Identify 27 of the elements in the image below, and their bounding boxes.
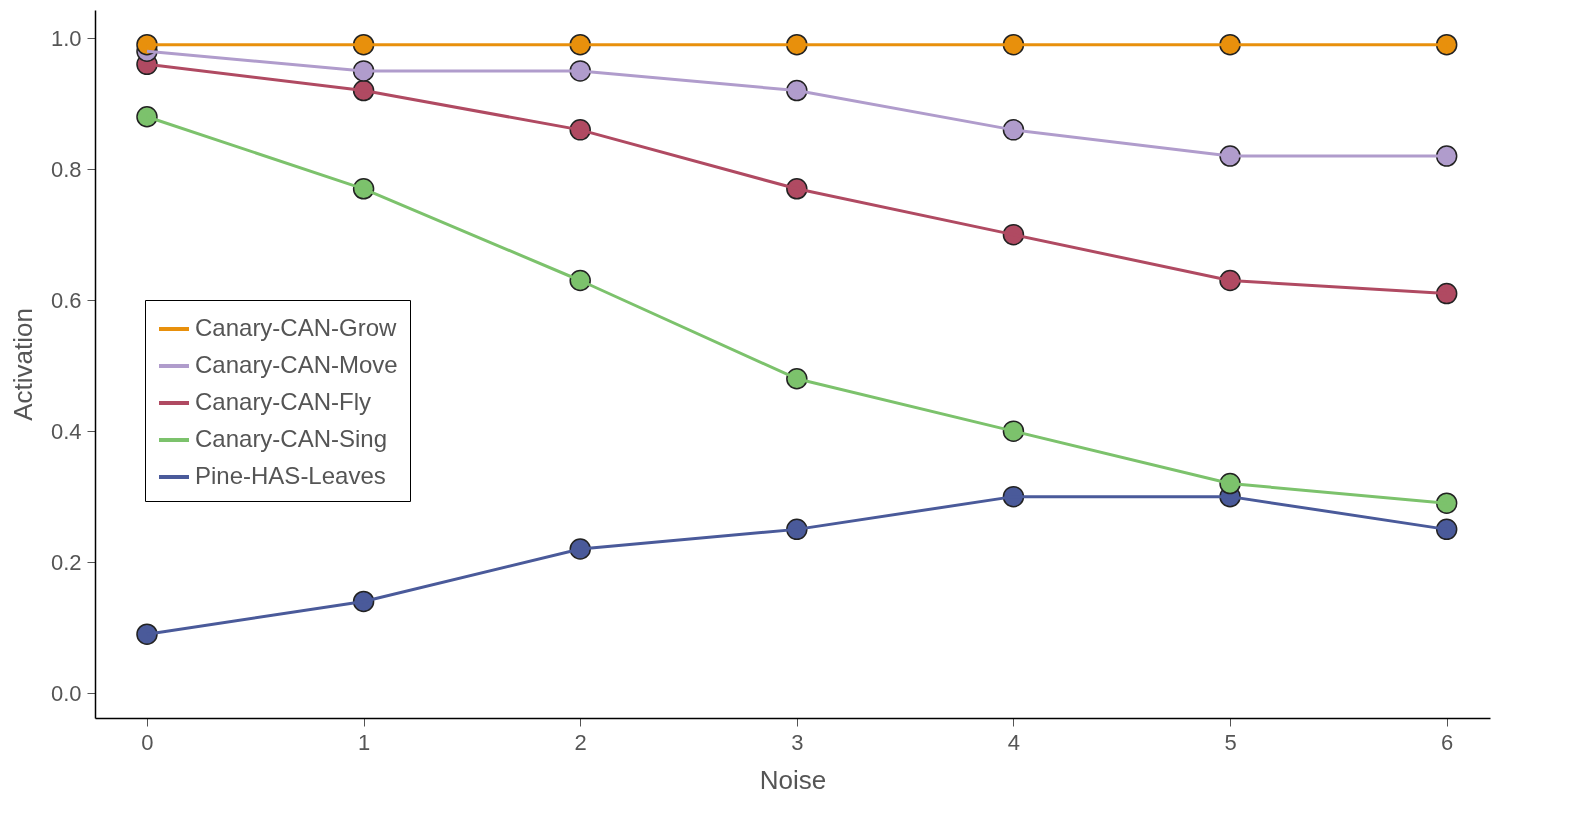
x-tick-label: 6 xyxy=(1441,729,1454,755)
point xyxy=(1435,492,1458,514)
y-axis-title: Activation xyxy=(7,308,38,421)
point xyxy=(136,106,158,128)
x-tick-label: 4 xyxy=(1007,729,1021,755)
x-axis-title: Noise xyxy=(759,764,827,795)
x-tick-label: 5 xyxy=(1224,729,1237,755)
legend-label: Canary-CAN-Fly xyxy=(195,388,372,415)
legend-label: Canary-CAN-Grow xyxy=(195,314,398,341)
point xyxy=(1435,33,1458,56)
y-tick-label: 0.0 xyxy=(50,680,82,706)
legend-label: Canary-CAN-Sing xyxy=(195,425,388,452)
legend-label: Pine-HAS-Leaves xyxy=(195,462,386,489)
x-tick-label: 2 xyxy=(574,729,587,755)
point xyxy=(1435,518,1458,541)
y-tick-label: 0.8 xyxy=(50,156,82,182)
legend-label: Canary-CAN-Move xyxy=(195,351,398,378)
x-tick-label: 3 xyxy=(791,729,804,755)
x-tick-label: 0 xyxy=(141,729,154,755)
point xyxy=(1435,282,1458,305)
y-tick-label: 1.0 xyxy=(50,25,82,51)
y-tick-label: 0.4 xyxy=(50,418,82,444)
y-tick-label: 0.6 xyxy=(50,287,82,313)
point xyxy=(136,623,158,645)
point xyxy=(1435,145,1458,167)
x-tick-label: 1 xyxy=(357,729,371,755)
y-tick-label: 0.2 xyxy=(50,549,82,575)
